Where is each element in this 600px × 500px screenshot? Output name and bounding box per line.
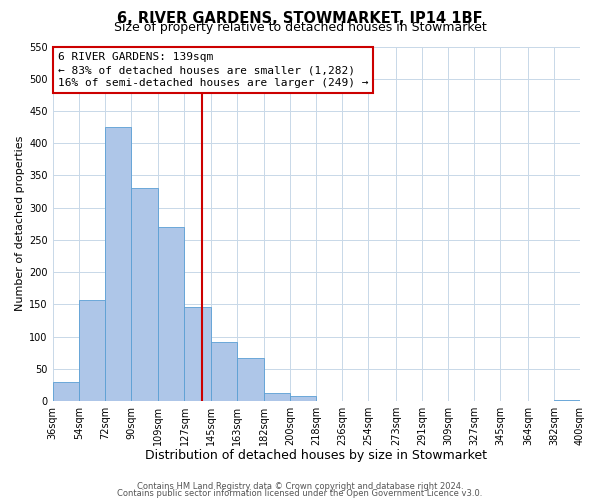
Bar [554,400,580,401]
Text: 6, RIVER GARDENS, STOWMARKET, IP14 1BF: 6, RIVER GARDENS, STOWMARKET, IP14 1BF [117,11,483,26]
Bar [53,382,79,401]
Bar [184,307,211,401]
Text: 6 RIVER GARDENS: 139sqm
← 83% of detached houses are smaller (1,282)
16% of semi: 6 RIVER GARDENS: 139sqm ← 83% of detache… [58,52,368,88]
Bar [290,396,316,401]
Bar [211,342,236,401]
Y-axis label: Number of detached properties: Number of detached properties [15,136,25,312]
Bar [131,188,158,401]
Text: Contains HM Land Registry data © Crown copyright and database right 2024.: Contains HM Land Registry data © Crown c… [137,482,463,491]
Bar [264,394,290,401]
Bar [158,227,184,401]
Bar [105,127,131,401]
Text: Size of property relative to detached houses in Stowmarket: Size of property relative to detached ho… [113,21,487,34]
X-axis label: Distribution of detached houses by size in Stowmarket: Distribution of detached houses by size … [145,450,487,462]
Bar [79,300,105,401]
Bar [236,358,264,401]
Text: Contains public sector information licensed under the Open Government Licence v3: Contains public sector information licen… [118,488,482,498]
